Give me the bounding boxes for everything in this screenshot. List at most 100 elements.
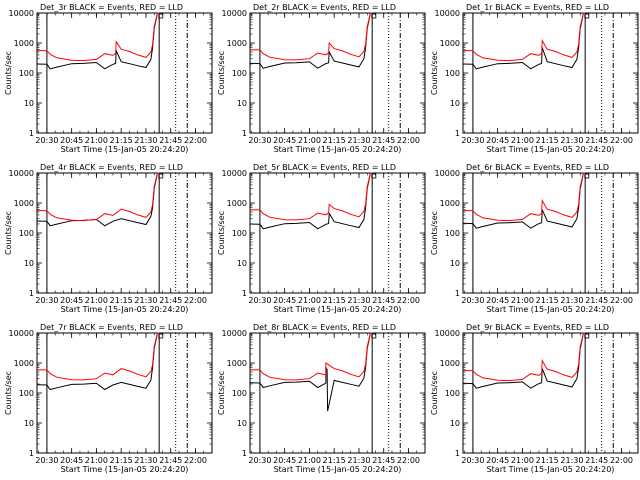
x-tick-label: 20:45 [486, 136, 509, 145]
y-axis-label: Counts/sec [217, 51, 226, 95]
panel-title: Det_8r BLACK = Events, RED = LLD [253, 323, 396, 332]
x-tick-label: 21:45 [159, 136, 182, 145]
x-tick-label: 21:30 [560, 296, 583, 305]
x-axis-label: Start Time (15-Jan-05 20:24:20) [274, 305, 402, 314]
x-axis-label: Start Time (15-Jan-05 20:24:20) [274, 465, 402, 474]
lld-series-line [37, 172, 160, 222]
plot-frame [462, 172, 639, 294]
plot-frame [462, 12, 639, 134]
x-tick-label: 21:45 [585, 296, 608, 305]
y-tick-label: 100 [232, 389, 247, 398]
lld-series-line [463, 172, 586, 222]
x-tick-label: 21:30 [134, 296, 157, 305]
panel-8: Det_8r BLACK = Events, RED = LLD 1 10 100 10… [217, 323, 426, 474]
peak-marker [371, 13, 377, 19]
x-tick-label: 21:00 [298, 456, 321, 465]
y-tick-label: 10000 [9, 9, 34, 18]
panel-title: Det_5r BLACK = Events, RED = LLD [253, 163, 396, 172]
x-tick-label: 20:45 [273, 136, 296, 145]
panel-2: Det_2r BLACK = Events, RED = LLD 1 10 100 10… [217, 3, 426, 154]
panel-title: Det_9r BLACK = Events, RED = LLD [466, 323, 609, 332]
y-axis-label: Counts/sec [217, 371, 226, 415]
x-tick-label: 20:45 [60, 136, 83, 145]
y-tick-label: 100 [445, 69, 460, 78]
x-tick-label: 21:45 [372, 296, 395, 305]
y-tick-label: 1 [29, 289, 34, 298]
y-tick-label: 1 [242, 449, 247, 458]
x-tick-label: 21:30 [347, 136, 370, 145]
x-tick-label: 21:00 [85, 456, 108, 465]
events-series-line [249, 12, 373, 69]
x-tick-label: 21:00 [85, 296, 108, 305]
x-tick-label: 21:15 [110, 296, 133, 305]
x-tick-label: 21:30 [134, 456, 157, 465]
x-tick-label: 21:45 [159, 456, 182, 465]
y-tick-label: 10000 [435, 329, 460, 338]
peak-marker [158, 173, 164, 179]
y-axis-label: Counts/sec [4, 51, 13, 95]
panel-title: Det_1r BLACK = Events, RED = LLD [466, 3, 609, 12]
x-tick-label: 22:00 [610, 136, 633, 145]
peak-marker [158, 333, 164, 339]
x-tick-label: 21:00 [511, 136, 534, 145]
peak-marker [584, 333, 590, 339]
x-tick-label: 22:00 [184, 456, 207, 465]
y-tick-label: 10000 [9, 329, 34, 338]
peak-marker [584, 173, 590, 179]
x-tick-label: 22:00 [610, 456, 633, 465]
x-tick-label: 20:45 [273, 456, 296, 465]
x-tick-label: 22:00 [397, 456, 420, 465]
y-tick-label: 10000 [9, 169, 34, 178]
y-tick-label: 100 [232, 229, 247, 238]
events-series-line [36, 12, 160, 70]
x-tick-label: 21:15 [323, 296, 346, 305]
y-tick-label: 10 [237, 99, 247, 108]
panel-title: Det_4r BLACK = Events, RED = LLD [40, 163, 183, 172]
x-tick-label: 22:00 [397, 296, 420, 305]
x-axis-label: Start Time (15-Jan-05 20:24:20) [61, 305, 189, 314]
peak-marker [371, 173, 377, 179]
y-tick-label: 10 [450, 419, 460, 428]
y-tick-label: 100 [19, 229, 34, 238]
x-tick-label: 20:30 [461, 296, 484, 305]
events-series-line [249, 332, 373, 412]
x-tick-label: 20:30 [35, 296, 58, 305]
x-tick-label: 21:45 [159, 296, 182, 305]
x-tick-label: 21:00 [511, 456, 534, 465]
y-tick-label: 100 [19, 69, 34, 78]
panel-1: Det_3r BLACK = Events, RED = LLD 1 10 100 10… [4, 3, 213, 154]
events-series-line [462, 332, 586, 389]
plot-frame [249, 332, 426, 454]
y-tick-label: 10000 [222, 169, 247, 178]
x-tick-label: 20:30 [248, 456, 271, 465]
panel-7: Det_7r BLACK = Events, RED = LLD 1 10 100 10… [4, 323, 213, 474]
y-axis-label: Counts/sec [217, 211, 226, 255]
y-tick-label: 1 [242, 289, 247, 298]
panel-9: Det_9r BLACK = Events, RED = LLD 1 10 100 10… [430, 323, 639, 474]
x-tick-label: 21:00 [298, 296, 321, 305]
panel-title: Det_7r BLACK = Events, RED = LLD [40, 323, 183, 332]
panel-3: Det_1r BLACK = Events, RED = LLD 1 10 100 10… [430, 3, 639, 154]
y-axis-label: Counts/sec [430, 211, 439, 255]
lld-series-line [250, 12, 373, 61]
y-tick-label: 1000 [14, 359, 34, 368]
x-tick-label: 20:45 [486, 296, 509, 305]
x-tick-label: 21:30 [560, 456, 583, 465]
panel-title: Det_2r BLACK = Events, RED = LLD [253, 3, 396, 12]
lld-series-line [37, 332, 160, 381]
events-series-line [36, 332, 160, 391]
x-tick-label: 21:00 [511, 296, 534, 305]
x-tick-label: 20:30 [248, 136, 271, 145]
plot-frame [249, 12, 426, 134]
y-tick-label: 10 [450, 99, 460, 108]
y-tick-label: 1000 [227, 39, 247, 48]
y-tick-label: 1 [242, 129, 247, 138]
x-tick-label: 21:00 [298, 136, 321, 145]
y-tick-label: 1000 [14, 39, 34, 48]
x-tick-label: 21:15 [536, 296, 559, 305]
y-tick-label: 10000 [435, 9, 460, 18]
y-tick-label: 10000 [222, 329, 247, 338]
y-tick-label: 10 [450, 259, 460, 268]
plot-frame [36, 332, 213, 454]
